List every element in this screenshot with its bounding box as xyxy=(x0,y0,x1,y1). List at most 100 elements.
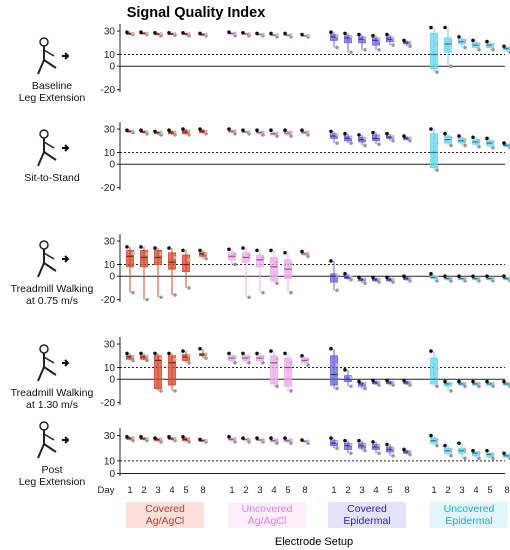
data-point xyxy=(173,293,177,297)
data-point xyxy=(187,354,191,358)
data-point xyxy=(491,276,495,280)
data-point xyxy=(343,272,347,276)
row-label-line2: Leg Extension xyxy=(18,476,86,488)
box xyxy=(372,37,380,46)
data-point xyxy=(159,133,163,137)
data-point xyxy=(255,128,259,133)
data-point xyxy=(275,438,279,442)
data-point xyxy=(131,436,135,440)
group-label-background xyxy=(228,502,306,528)
data-point xyxy=(181,30,185,35)
data-point xyxy=(335,363,339,367)
day-tick-label: 2 xyxy=(345,485,350,496)
data-point xyxy=(275,134,279,138)
data-point xyxy=(429,272,433,276)
data-point xyxy=(449,39,453,43)
data-point xyxy=(349,50,353,54)
data-point xyxy=(289,290,293,295)
data-point xyxy=(275,33,279,37)
y-tick-label: 0 xyxy=(109,375,115,386)
data-point xyxy=(335,34,339,38)
day-axis: Day 1 2 3 4 5 8 1 2 3 4 5 8 1 2 3 4 5 8 1 2 3 4 5 8 xyxy=(98,485,510,496)
data-point xyxy=(306,130,310,134)
data-point xyxy=(449,276,453,280)
data-point xyxy=(449,381,453,385)
day-tick-label: 2 xyxy=(243,485,248,496)
data-point xyxy=(357,133,361,137)
data-point xyxy=(377,451,381,456)
y-tick-label: -20 xyxy=(101,295,116,306)
row-label: Baseline Leg Extension xyxy=(0,80,104,104)
data-point xyxy=(131,290,135,295)
data-point xyxy=(335,446,339,451)
data-point xyxy=(173,436,177,441)
data-point xyxy=(139,435,143,439)
y-tick-label: -20 xyxy=(101,85,116,96)
data-point xyxy=(363,448,367,453)
data-point xyxy=(204,352,208,356)
data-point xyxy=(385,131,389,136)
day-tick-label: 1 xyxy=(127,485,132,496)
data-point xyxy=(463,447,467,452)
day-tick-label: 4 xyxy=(473,485,478,496)
data-point xyxy=(159,356,163,360)
data-point xyxy=(227,30,231,35)
data-point xyxy=(173,32,177,36)
data-point xyxy=(391,380,395,384)
activity-icon xyxy=(37,344,70,382)
data-point xyxy=(261,133,265,137)
data-point xyxy=(408,136,412,140)
data-point xyxy=(391,36,395,40)
data-point xyxy=(329,30,333,35)
data-point xyxy=(502,379,506,384)
data-point xyxy=(255,248,259,253)
day-tick-label: 3 xyxy=(257,485,262,496)
data-point xyxy=(275,357,279,361)
data-point xyxy=(227,127,231,131)
data-point xyxy=(233,440,237,444)
data-point xyxy=(269,128,273,133)
data-point xyxy=(306,251,310,255)
data-point xyxy=(139,351,143,356)
data-point xyxy=(457,35,461,39)
day-tick-label: 2 xyxy=(141,485,146,496)
data-point xyxy=(255,351,259,356)
data-point xyxy=(429,25,433,30)
group-label-line1: Covered xyxy=(145,503,185,515)
group-label-background xyxy=(126,502,204,528)
data-point xyxy=(300,128,304,133)
data-point xyxy=(275,441,279,445)
data-point xyxy=(477,144,481,149)
box xyxy=(430,32,438,69)
data-point xyxy=(241,30,245,35)
data-point xyxy=(125,351,129,356)
data-point xyxy=(357,275,361,280)
row-label: Treadmill Walking at 1.30 m/s xyxy=(0,387,104,411)
data-point xyxy=(402,378,406,383)
data-point xyxy=(491,47,495,52)
box xyxy=(168,252,176,270)
data-point xyxy=(247,355,251,359)
box xyxy=(182,254,190,272)
data-point xyxy=(159,295,163,300)
data-point xyxy=(139,30,143,35)
data-point xyxy=(463,381,467,385)
data-point xyxy=(485,39,489,44)
data-point xyxy=(159,32,163,36)
data-point xyxy=(391,453,395,458)
data-point xyxy=(241,351,245,356)
data-point xyxy=(457,441,461,445)
data-point xyxy=(377,142,381,147)
data-point xyxy=(491,140,495,144)
data-point xyxy=(283,436,287,440)
data-point xyxy=(443,25,447,30)
day-tick-label: 5 xyxy=(183,485,188,496)
day-tick-label: 8 xyxy=(200,485,205,496)
data-point xyxy=(167,351,171,356)
box xyxy=(430,133,438,169)
data-point xyxy=(125,245,129,249)
data-point xyxy=(261,255,265,260)
data-point xyxy=(181,127,185,131)
box xyxy=(344,35,352,44)
